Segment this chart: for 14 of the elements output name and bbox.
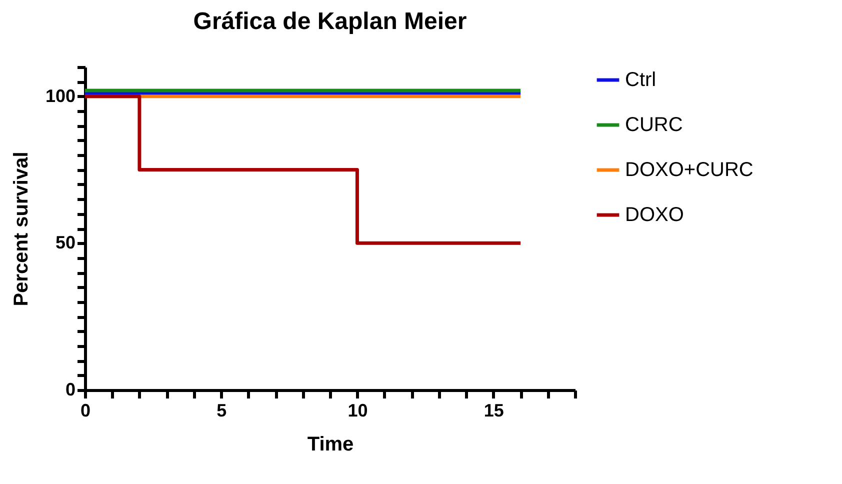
legend-label: CURC [625, 114, 683, 136]
legend-label: DOXO+CURC [625, 159, 754, 181]
y-tick-label: 100 [45, 86, 76, 106]
x-tick-label: 5 [216, 400, 227, 420]
legend-label: Ctrl [625, 69, 656, 91]
x-tick-label: 0 [80, 400, 91, 420]
x-tick-label: 15 [484, 400, 504, 420]
x-axis-title: Time [307, 434, 354, 456]
chart-title: Gráfica de Kaplan Meier [193, 8, 467, 35]
y-tick-label: 0 [65, 380, 76, 400]
y-tick-label: 50 [55, 232, 76, 253]
x-tick-label: 10 [348, 400, 368, 420]
y-axis-title: Percent survival [10, 152, 32, 306]
legend-label: DOXO [625, 204, 684, 226]
